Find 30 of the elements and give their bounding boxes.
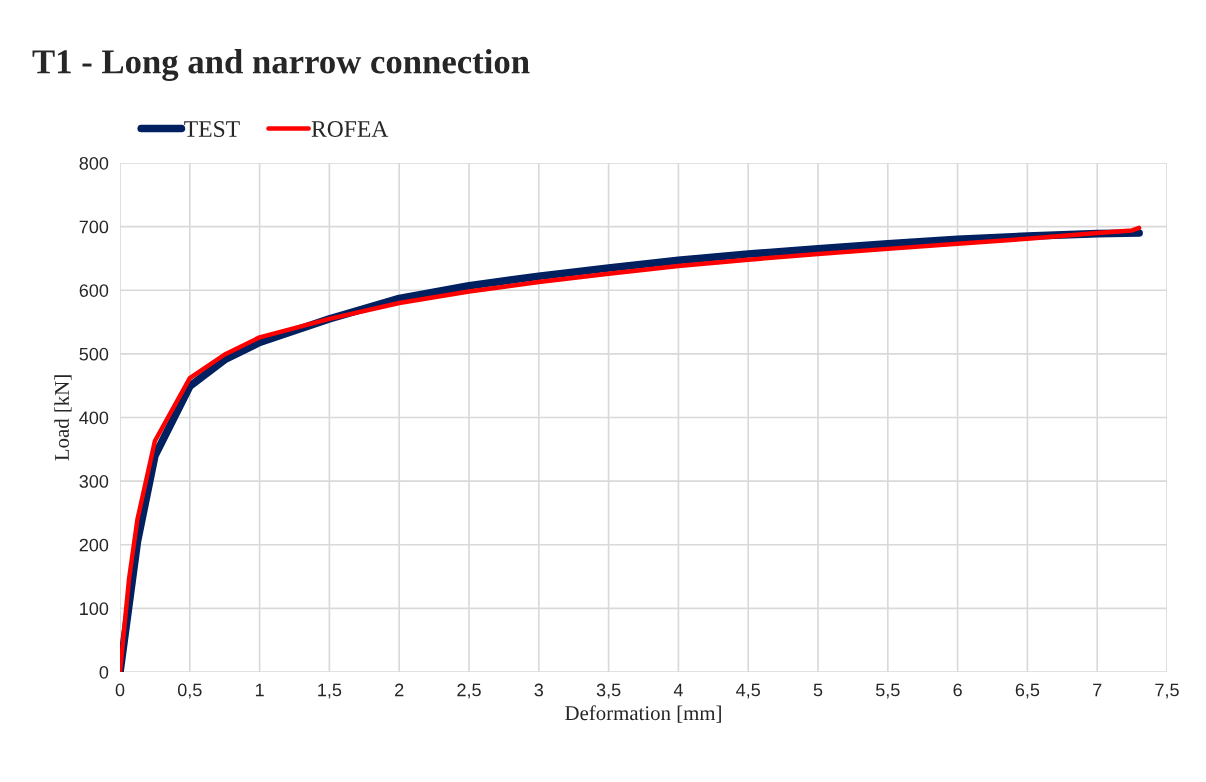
y-tick-label: 300 — [79, 475, 109, 488]
legend-label: ROFEA — [311, 121, 389, 137]
y-axis-title: Load [kN] — [54, 375, 72, 461]
y-tick-label: 0 — [99, 665, 109, 679]
x-tick-label: 1 — [255, 683, 264, 697]
y-tick-label: 500 — [79, 347, 109, 361]
y-tick-label: 600 — [79, 284, 109, 297]
x-tick-label: 7,5 — [1155, 683, 1179, 699]
y-tick-label: 100 — [80, 602, 109, 616]
x-tick-label: 0 — [115, 683, 125, 697]
x-tick-label: 3,5 — [596, 683, 621, 699]
x-tick-label: 4,5 — [736, 683, 760, 699]
x-tick-label: 0,5 — [177, 683, 202, 699]
legend-label: TEST — [184, 121, 240, 137]
x-tick-label: 3 — [534, 683, 544, 697]
x-tick-label: 6 — [953, 683, 962, 697]
x-tick-label: 6,5 — [1015, 683, 1040, 699]
y-tick-label: 400 — [79, 411, 109, 425]
x-tick-label: 1,5 — [318, 683, 342, 699]
y-tick-label: 200 — [79, 538, 109, 552]
x-tick-label: 2,5 — [457, 683, 481, 699]
x-tick-label: 2 — [395, 683, 404, 697]
chart-title: T1 - Long and narrow connection — [32, 49, 530, 81]
y-tick-label: 700 — [79, 220, 109, 234]
x-tick-label: 4 — [673, 683, 683, 697]
x-tick-label: 5 — [813, 683, 823, 697]
x-axis-title: Deformation [mm] — [565, 705, 721, 723]
y-tick-label: 800 — [79, 156, 109, 170]
x-tick-label: 5,5 — [875, 683, 900, 699]
x-tick-label: 7 — [1093, 683, 1102, 697]
